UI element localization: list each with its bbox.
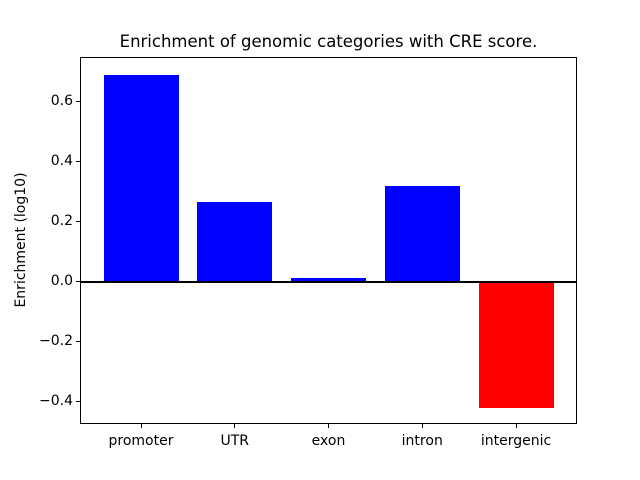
plot-area: [80, 57, 577, 424]
y-tick-label: 0.6: [50, 93, 73, 110]
bar-promoter: [103, 74, 179, 282]
bar-intergenic: [478, 281, 554, 408]
x-tick: [421, 424, 423, 428]
y-tick-label: 0.4: [50, 153, 73, 170]
bar-intron: [384, 185, 460, 282]
chart-title: Enrichment of genomic categories with CR…: [119, 32, 538, 51]
x-tick-label-exon: exon: [311, 433, 346, 449]
x-tick: [140, 424, 142, 428]
y-tick: [76, 221, 80, 223]
x-tick-label-promoter: promoter: [108, 433, 174, 449]
x-tick-label-UTR: UTR: [220, 433, 250, 449]
y-tick: [76, 161, 80, 163]
y-tick-label: 0.2: [50, 213, 73, 230]
y-tick: [76, 341, 80, 343]
zero-baseline: [81, 280, 576, 283]
x-tick-label-intergenic: intergenic: [480, 433, 552, 449]
y-tick: [76, 401, 80, 403]
y-tick: [76, 281, 80, 283]
bar-exon: [291, 277, 366, 282]
bar-UTR: [197, 202, 273, 282]
x-tick: [328, 424, 329, 428]
x-tick: [515, 424, 517, 428]
y-tick: [76, 101, 80, 103]
y-tick-label: −0.4: [39, 393, 73, 410]
y-tick-label: −0.2: [39, 333, 73, 350]
y-tick-label: 0.0: [50, 273, 73, 290]
x-tick-label-intron: intron: [401, 433, 443, 449]
x-tick: [234, 424, 236, 428]
